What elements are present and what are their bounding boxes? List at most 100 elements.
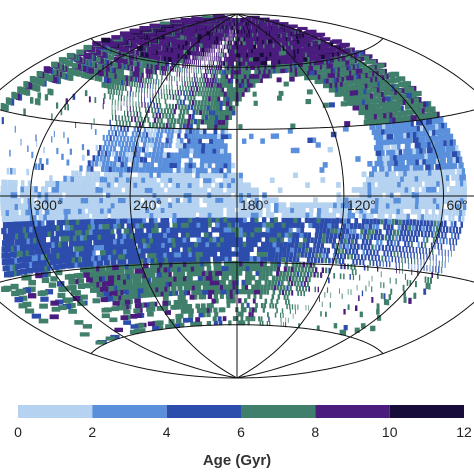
age-cell	[181, 237, 187, 243]
age-cell	[191, 182, 196, 188]
age-cell	[152, 212, 158, 219]
age-cell	[299, 271, 303, 277]
age-cell	[261, 320, 264, 326]
age-cell	[48, 242, 55, 248]
age-cell	[347, 202, 353, 209]
age-cell	[335, 222, 339, 229]
age-cell	[106, 155, 110, 162]
age-cell	[439, 191, 444, 199]
age-cell	[371, 228, 375, 235]
age-cell	[152, 187, 157, 193]
age-cell	[135, 106, 138, 113]
age-cell	[410, 230, 414, 237]
age-cell	[179, 299, 185, 305]
age-cell	[395, 278, 397, 285]
age-cell	[95, 234, 101, 240]
age-cell	[101, 228, 107, 235]
age-cell	[208, 109, 213, 116]
age-cell	[423, 175, 429, 182]
age-cell	[241, 56, 245, 62]
age-cell	[449, 203, 453, 210]
age-cell	[274, 261, 278, 267]
age-cell	[212, 105, 216, 111]
age-cell	[449, 197, 454, 204]
age-cell	[432, 259, 434, 267]
age-cell	[158, 65, 161, 71]
age-cell	[374, 160, 380, 167]
age-cell	[264, 64, 269, 70]
age-cell	[128, 141, 132, 148]
age-cell	[72, 192, 77, 199]
age-cell	[404, 273, 406, 280]
age-cell	[197, 51, 199, 56]
age-cell	[324, 202, 330, 209]
age-cell	[329, 40, 340, 44]
age-cell	[224, 260, 229, 267]
age-cell	[422, 153, 428, 160]
age-cell	[231, 105, 236, 111]
age-cell	[163, 291, 170, 297]
age-cell	[270, 284, 274, 291]
age-cell	[117, 181, 122, 188]
age-cell	[51, 208, 57, 215]
age-cell	[184, 256, 189, 262]
age-cell	[27, 226, 33, 233]
age-cell	[194, 192, 200, 198]
age-cell	[123, 166, 127, 173]
age-cell	[58, 186, 63, 193]
age-cell	[194, 77, 196, 83]
age-cell	[396, 267, 397, 274]
age-cell	[258, 279, 262, 286]
age-cell	[286, 303, 288, 310]
age-cell	[171, 247, 177, 253]
age-cell	[99, 265, 106, 271]
age-cell	[201, 294, 207, 300]
age-cell	[207, 86, 210, 92]
age-cell	[164, 167, 169, 173]
age-cell	[77, 181, 81, 188]
age-cell	[51, 203, 56, 210]
age-cell	[114, 269, 121, 275]
age-cell	[176, 162, 181, 169]
age-cell	[193, 147, 198, 154]
age-cell	[143, 62, 147, 69]
age-cell	[129, 101, 131, 107]
age-cell	[426, 236, 429, 243]
age-cell	[153, 262, 159, 268]
age-cell	[52, 264, 60, 270]
age-cell	[232, 96, 236, 102]
age-cell	[277, 187, 283, 193]
age-cell	[400, 251, 402, 258]
age-cell	[209, 91, 212, 97]
age-cell	[192, 55, 194, 60]
age-cell	[19, 262, 27, 269]
age-cell	[402, 213, 407, 220]
age-cell	[154, 127, 157, 133]
age-cell	[135, 278, 142, 284]
age-cell	[380, 282, 382, 288]
age-cell	[366, 213, 370, 219]
age-cell	[168, 266, 174, 273]
age-cell	[318, 252, 322, 259]
age-cell	[162, 122, 165, 129]
age-cell	[113, 125, 116, 131]
age-cell	[404, 104, 413, 110]
age-cell	[343, 238, 347, 244]
age-cell	[369, 259, 371, 266]
age-cell	[187, 217, 193, 223]
age-cell	[425, 186, 430, 193]
age-cell	[207, 275, 213, 281]
age-cell	[230, 48, 233, 54]
age-cell	[400, 165, 406, 172]
age-cell	[441, 151, 448, 158]
age-cell	[257, 65, 262, 70]
age-cell	[160, 177, 165, 183]
age-cell	[275, 303, 277, 309]
age-cell	[293, 251, 297, 258]
age-cell	[149, 262, 156, 268]
age-cell	[167, 207, 173, 213]
age-cell	[130, 222, 136, 229]
age-cell	[103, 176, 108, 183]
age-cell	[202, 109, 206, 116]
age-cell	[347, 289, 349, 295]
